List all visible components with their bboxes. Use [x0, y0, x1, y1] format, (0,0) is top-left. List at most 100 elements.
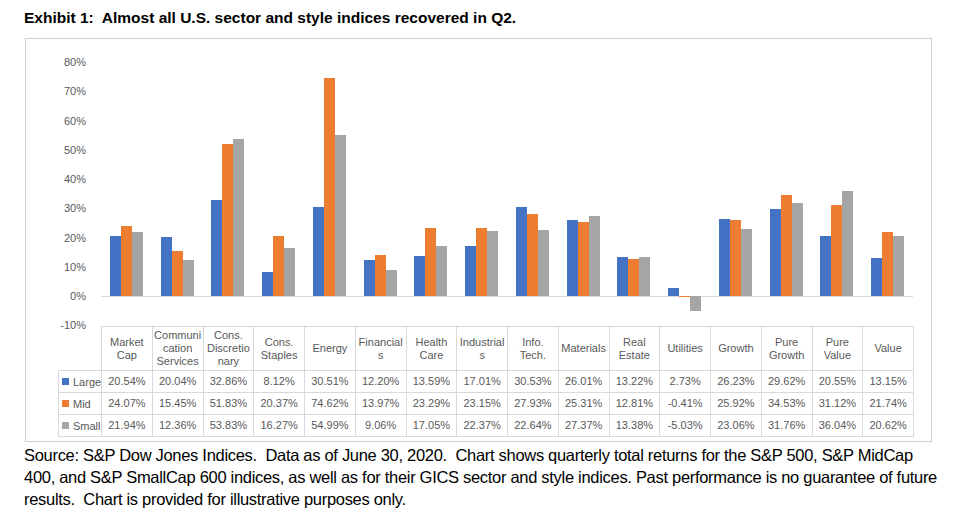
table-cell: 13.15%: [863, 371, 914, 393]
bar-large-9: [567, 220, 578, 296]
table-column-header: Materials: [558, 327, 609, 371]
table-column-header: Industrials: [457, 327, 508, 371]
bar-large-14: [820, 236, 831, 296]
bar-small-6: [436, 246, 447, 296]
table-cell: 51.83%: [203, 393, 254, 415]
table-cell: 13.22%: [609, 371, 660, 393]
table-cell: 21.94%: [102, 415, 153, 437]
legend-label: Small: [73, 419, 101, 431]
table-cell: 24.07%: [102, 393, 153, 415]
table-column-header: Value: [863, 327, 914, 371]
bar-mid-10: [628, 259, 639, 297]
table-cell: 13.59%: [406, 371, 457, 393]
table-column-header: Cons. Discretionary: [203, 327, 254, 371]
bar-large-6: [414, 256, 425, 296]
bar-mid-12: [730, 220, 741, 296]
table-column-header: Financials: [355, 327, 406, 371]
table-corner-cell: [59, 327, 102, 371]
table-column-header: Pure Growth: [761, 327, 812, 371]
table-cell: 26.01%: [558, 371, 609, 393]
bar-small-9: [589, 216, 600, 296]
y-axis-tick-label: 60%: [31, 114, 86, 128]
bar-large-12: [719, 219, 730, 296]
y-axis-tick-label: 50%: [31, 143, 86, 157]
bar-mid-0: [121, 226, 132, 296]
table-cell: 30.51%: [305, 371, 356, 393]
legend-swatch-icon: [62, 378, 69, 385]
legend-key-small: Small: [59, 415, 102, 437]
table-cell: 9.06%: [355, 415, 406, 437]
table-cell: 20.04%: [152, 371, 203, 393]
table-cell: 36.04%: [812, 415, 863, 437]
source-note: Source: S&P Dow Jones Indices. Data as o…: [24, 444, 937, 510]
legend-swatch-icon: [62, 422, 69, 429]
bar-mid-15: [882, 232, 893, 296]
table-cell: 31.12%: [812, 393, 863, 415]
table-cell: 13.97%: [355, 393, 406, 415]
table-cell: 31.76%: [761, 415, 812, 437]
bar-large-13: [770, 209, 781, 296]
bar-mid-7: [476, 228, 487, 296]
bar-small-5: [386, 270, 397, 297]
chart-area: 80%70%60%50%40%30%20%10%0%-10% Market Ca…: [25, 38, 932, 442]
bar-small-8: [538, 230, 549, 296]
y-axis-tick-label: 70%: [31, 84, 86, 98]
table-cell: 17.05%: [406, 415, 457, 437]
table-cell: 12.36%: [152, 415, 203, 437]
bar-small-2: [233, 139, 244, 297]
source-note-line: results. Chart is provided for illustrat…: [24, 488, 937, 510]
bar-mid-3: [273, 236, 284, 296]
table-cell: 8.12%: [254, 371, 305, 393]
y-axis-tick-label: 20%: [31, 231, 86, 245]
table-cell: -0.41%: [660, 393, 711, 415]
table-cell: 23.15%: [457, 393, 508, 415]
y-axis-tick-label: 10%: [31, 260, 86, 274]
legend-key-large: Large: [59, 371, 102, 393]
bar-mid-5: [375, 255, 386, 296]
table-cell: 20.54%: [102, 371, 153, 393]
table-cell: 23.06%: [711, 415, 762, 437]
legend-swatch-icon: [62, 400, 69, 407]
table-cell: 20.62%: [863, 415, 914, 437]
legend-label: Large: [73, 375, 101, 387]
bar-mid-14: [831, 205, 842, 296]
y-axis-tick-label: 80%: [31, 55, 86, 69]
table-cell: 21.74%: [863, 393, 914, 415]
table-cell: 22.37%: [457, 415, 508, 437]
bar-small-11: [690, 296, 701, 311]
legend-key-mid: Mid: [59, 393, 102, 415]
bar-small-7: [487, 231, 498, 296]
table-cell: 53.83%: [203, 415, 254, 437]
table-column-header: Health Care: [406, 327, 457, 371]
bar-large-7: [465, 246, 476, 296]
y-axis-tick-label: 40%: [31, 172, 86, 186]
bar-small-12: [741, 229, 752, 297]
table-cell: 15.45%: [152, 393, 203, 415]
table-row: Mid24.07%15.45%51.83%20.37%74.62%13.97%2…: [59, 393, 914, 415]
table-column-header: Communication Services: [152, 327, 203, 371]
bar-large-5: [364, 260, 375, 296]
bar-large-3: [262, 272, 273, 296]
table-column-header: Info. Tech.: [508, 327, 559, 371]
table-cell: 34.53%: [761, 393, 812, 415]
table-row: Large20.54%20.04%32.86%8.12%30.51%12.20%…: [59, 371, 914, 393]
table-column-header: Market Cap: [102, 327, 153, 371]
bar-large-15: [871, 258, 882, 297]
bar-small-14: [842, 191, 853, 296]
table-cell: 20.37%: [254, 393, 305, 415]
page: Exhibit 1: Almost all U.S. sector and st…: [0, 0, 975, 513]
table-cell: 12.20%: [355, 371, 406, 393]
table-column-header: Pure Value: [812, 327, 863, 371]
y-axis-tick-label: 30%: [31, 201, 86, 215]
bar-large-0: [110, 236, 121, 296]
table-cell: 25.92%: [711, 393, 762, 415]
table-cell: 32.86%: [203, 371, 254, 393]
bar-small-0: [132, 232, 143, 296]
bar-large-8: [516, 207, 527, 296]
table-cell: 23.29%: [406, 393, 457, 415]
table-column-header: Growth: [711, 327, 762, 371]
table-column-header: Utilities: [660, 327, 711, 371]
y-axis-tick-label: 0%: [31, 289, 86, 303]
bar-mid-2: [222, 144, 233, 296]
bar-small-3: [284, 248, 295, 296]
